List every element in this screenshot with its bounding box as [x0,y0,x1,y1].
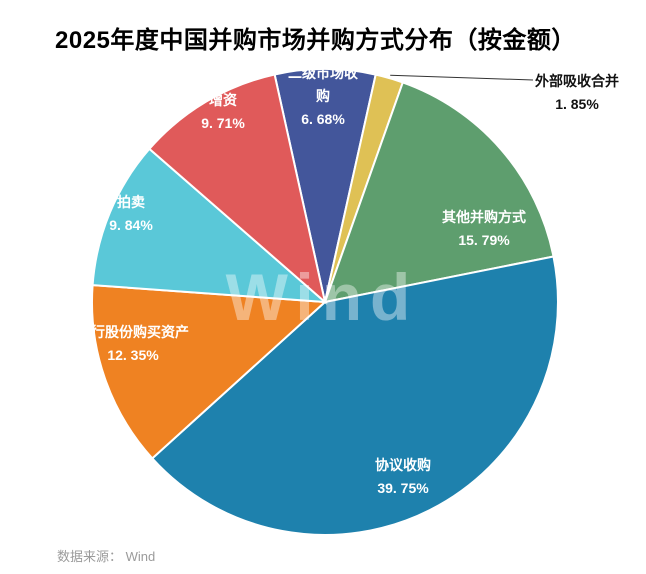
chart-title: 2025年度中国并购市场并购方式分布（按金额） [55,27,576,54]
source-note: 数据来源： Wind [57,549,156,564]
pie-slice-4 [91,284,328,460]
slice-label-6: 增资 9. 71% [201,92,245,131]
pie-slice-0 [273,68,377,303]
leader-line [390,74,534,81]
slice-labels-layer: 二级市场收购 6. 68% 外部吸收合并 1. 85% 其他并购方式 15. 79% 协议收… [76,65,619,496]
slice-label-4: 发行股份购买资产 12. 35% [76,324,189,363]
pie-slice-2 [323,81,555,304]
watermark: Wind [226,260,419,334]
slice-label-1: 外部吸收合并 1. 85% [535,73,619,112]
pie-slice-3 [150,255,559,536]
slice-label-2: 其他并购方式 15. 79% [442,209,526,248]
pie-slice-6 [147,73,327,305]
leader-lines-layer [390,74,534,81]
slice-label-5: 拍卖 9. 84% [109,194,153,233]
slice-label-3: 协议收购 39. 75% [375,457,431,496]
slice-label-0: 二级市场收购 6. 68% [288,65,359,127]
pie-slice-5 [91,147,328,304]
pie-slices-layer [91,68,559,536]
